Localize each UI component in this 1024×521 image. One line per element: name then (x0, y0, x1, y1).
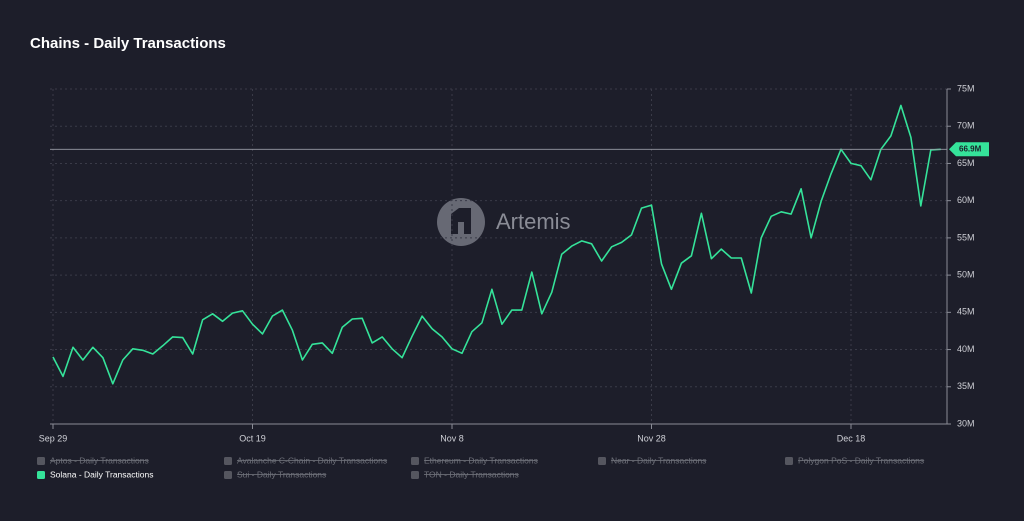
legend-swatch (37, 471, 45, 479)
y-tick-label: 45M (957, 307, 975, 317)
value-label: 66.9M (959, 144, 982, 153)
y-tick-label: 75M (957, 83, 975, 93)
x-tick-label: Dec 18 (837, 433, 866, 443)
y-tick-label: 35M (957, 381, 975, 391)
y-tick-label: 40M (957, 344, 975, 354)
y-tick-label: 55M (957, 232, 975, 242)
x-tick-label: Nov 28 (637, 433, 666, 443)
value-tag (949, 142, 989, 157)
legend-label: Polygon PoS - Daily Transactions (798, 455, 924, 465)
y-tick-label: 65M (957, 158, 975, 168)
legend-swatch (224, 471, 232, 479)
watermark-logo (437, 198, 485, 246)
legend-swatch (224, 457, 232, 465)
x-tick-label: Oct 19 (239, 433, 266, 443)
y-tick-label: 50M (957, 269, 975, 279)
legend-label: Ethereum - Daily Transactions (424, 455, 538, 465)
watermark-text: Artemis (496, 209, 571, 234)
legend-label: TON - Daily Transactions (424, 469, 519, 479)
y-tick-label: 30M (957, 418, 975, 428)
legend-swatch (411, 457, 419, 465)
x-tick-label: Nov 8 (440, 433, 464, 443)
y-tick-label: 60M (957, 195, 975, 205)
legend-swatch (37, 457, 45, 465)
legend-swatch (411, 471, 419, 479)
legend-label: Near - Daily Transactions (611, 455, 706, 465)
legend-label: Aptos - Daily Transactions (50, 455, 149, 465)
legend-label: Solana - Daily Transactions (50, 469, 153, 479)
y-tick-label: 70M (957, 121, 975, 131)
x-tick-label: Sep 29 (39, 433, 68, 443)
series-line (52, 104, 941, 385)
legend-label: Sui - Daily Transactions (237, 469, 326, 479)
legend-swatch (598, 457, 606, 465)
legend-label: Avalanche C-Chain - Daily Transactions (237, 455, 387, 465)
legend-swatch (785, 457, 793, 465)
chart-title: Chains - Daily Transactions (30, 35, 226, 52)
